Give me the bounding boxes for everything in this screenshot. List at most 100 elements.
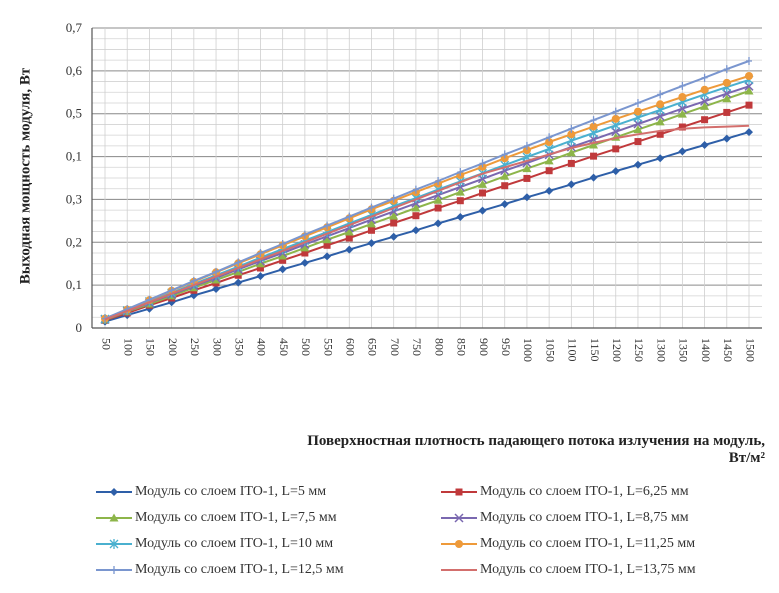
data-point (435, 177, 442, 185)
data-point (500, 200, 509, 209)
x-tick-label: 250 (188, 338, 202, 356)
data-point (700, 85, 709, 94)
data-point (677, 104, 687, 114)
legend-swatch (96, 566, 132, 574)
x-tick-label: 1100 (566, 338, 580, 362)
data-point (478, 179, 488, 188)
legend-swatch-marker (109, 513, 119, 522)
data-point (611, 167, 620, 176)
legend-swatch (441, 513, 477, 523)
data-point (633, 125, 643, 134)
data-point (590, 152, 598, 160)
data-point (300, 243, 310, 252)
y-tick-label: 0,1 (66, 149, 82, 164)
data-point (633, 119, 643, 129)
data-point (234, 278, 243, 287)
data-point (566, 148, 576, 157)
x-tick-label: 800 (432, 338, 446, 356)
data-point (590, 116, 597, 125)
data-point (522, 146, 531, 155)
data-point (723, 65, 730, 74)
x-tick-label: 850 (455, 338, 469, 356)
data-point (745, 72, 753, 80)
series-1 (101, 128, 753, 326)
data-point (322, 235, 332, 244)
data-point (633, 107, 642, 116)
data-point (611, 127, 621, 137)
x-tick-label: 1200 (610, 338, 624, 362)
data-point (434, 219, 443, 228)
data-point (389, 232, 398, 241)
x-tick-label: 1400 (699, 338, 713, 362)
data-point (366, 219, 376, 228)
legend-item: Модуль со слоем ITO-1, L=12,5 мм (95, 560, 344, 580)
data-point (500, 171, 510, 180)
data-point (213, 267, 220, 276)
x-tick-label: 100 (121, 338, 135, 356)
data-point (679, 81, 686, 90)
data-point (255, 259, 265, 268)
data-point (501, 182, 509, 190)
y-tick-label: 0,6 (66, 63, 83, 78)
data-point (345, 245, 354, 254)
legend-swatch-marker (455, 540, 463, 548)
data-point (345, 234, 353, 242)
data-point (545, 167, 553, 175)
y-axis-label-box: Выходная мощность модуля, Вт (14, 16, 38, 336)
series-7 (102, 57, 752, 323)
data-point (701, 116, 709, 124)
legend-label: Модуль со слоем ITO-1, L=8,75 мм (480, 510, 689, 525)
y-tick-label: 0,5 (66, 106, 82, 121)
x-tick-label: 700 (388, 338, 402, 356)
data-point (456, 213, 465, 221)
legend-label: Модуль со слоем ITO-1, L=11,25 мм (480, 536, 696, 551)
y-tick-label: 0 (76, 320, 83, 335)
data-point (744, 86, 754, 95)
x-tick-label: 1250 (632, 338, 646, 362)
series-lines (100, 57, 754, 326)
data-point (346, 212, 353, 221)
x-tick-label: 950 (499, 338, 513, 356)
data-point (746, 57, 752, 65)
data-point (323, 252, 332, 261)
data-point (545, 186, 554, 195)
data-point (522, 164, 532, 173)
x-tick-label: 350 (232, 338, 246, 356)
data-point (589, 140, 599, 149)
data-point (411, 226, 420, 235)
data-point (301, 230, 308, 239)
data-point (612, 145, 620, 153)
data-point (657, 90, 664, 99)
y-tick-labels: 0 0,1 0,2 0,3 0,1 0,5 0,6 0,7 (66, 20, 83, 335)
data-point (655, 111, 665, 121)
data-point (700, 141, 709, 149)
x-tick-label: 1350 (677, 338, 691, 362)
x-tick-label: 200 (166, 338, 180, 356)
data-point (567, 159, 575, 167)
data-point (634, 99, 641, 107)
data-point (478, 206, 487, 215)
y-tick-label: 0,3 (66, 191, 82, 206)
data-point (567, 180, 576, 189)
legend-swatch-marker (454, 513, 464, 523)
data-point (589, 173, 598, 182)
data-point (722, 94, 732, 103)
legend-swatch-marker (109, 539, 119, 549)
y-tick-label: 0,2 (66, 234, 82, 249)
data-point (256, 264, 264, 272)
data-point (390, 219, 398, 227)
y-tick-label: 0,7 (66, 20, 83, 35)
data-point (278, 251, 288, 260)
series-line (104, 78, 750, 320)
data-point (235, 258, 242, 267)
x-tick-label: 150 (144, 338, 158, 356)
data-point (323, 241, 331, 249)
data-point (655, 117, 665, 126)
data-point (455, 187, 465, 196)
x-tick-label: 450 (277, 338, 291, 356)
legend-item: Модуль со слоем ITO-1, L=8,75 мм (440, 508, 689, 528)
data-point (589, 122, 598, 131)
data-point (723, 108, 731, 116)
data-point (479, 159, 486, 168)
